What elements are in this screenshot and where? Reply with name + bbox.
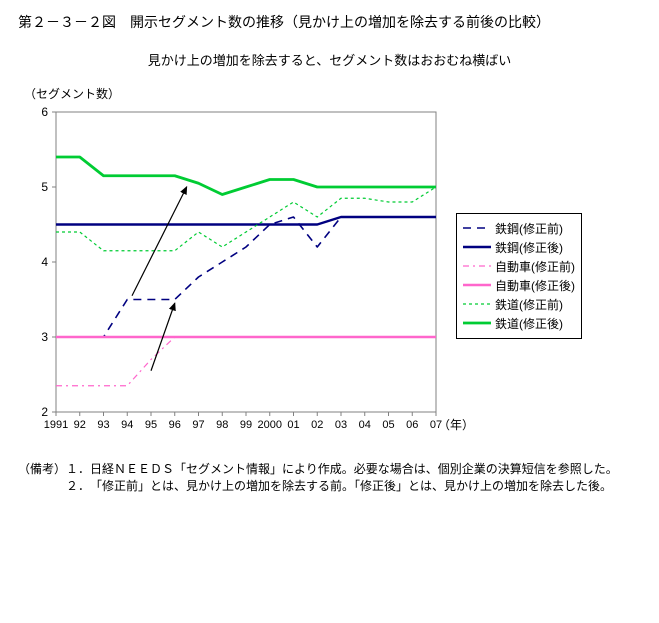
line-chart: 2 3 4 5 6 1991 92 93 94 95 96 97 98 99 2000 01 02 03 04 05 0…	[18, 104, 448, 444]
figure-subtitle: 見かけ上の増加を除去すると、セグメント数はおおむね横ばい	[18, 50, 641, 69]
svg-text:1991: 1991	[44, 419, 68, 431]
svg-text:4: 4	[41, 255, 48, 269]
legend-label: 自動車(修正前)	[495, 258, 575, 275]
legend-item: 鉄道(修正前)	[463, 296, 575, 313]
legend-label: 鉄道(修正前)	[495, 296, 563, 313]
legend-item: 鉄道(修正後)	[463, 315, 575, 332]
svg-text:93: 93	[97, 419, 109, 431]
legend: 鉄鋼(修正前) 鉄鋼(修正後) 自動車(修正前) 自動車(修正後) 鉄道(修正前) 鉄道(…	[456, 213, 582, 339]
legend-item: 自動車(修正後)	[463, 277, 575, 294]
legend-item: 鉄鋼(修正後)	[463, 239, 575, 256]
legend-label: 自動車(修正後)	[495, 277, 575, 294]
x-axis-unit: （年）	[438, 416, 474, 433]
figure-title: 第２－３－２図 開示セグメント数の推移（見かけ上の増加を除去する前後の比較）	[18, 12, 641, 32]
footnote-1-num: １．	[66, 461, 90, 478]
svg-text:99: 99	[240, 419, 252, 431]
svg-text:97: 97	[192, 419, 204, 431]
footnote-1: 日経ＮＥＥＤＳ「セグメント情報」により作成。必要な場合は、個別企業の決算短信を参…	[90, 461, 641, 478]
footnote-2-num: ２．	[66, 478, 90, 495]
svg-text:03: 03	[335, 419, 347, 431]
svg-text:3: 3	[41, 330, 48, 344]
svg-text:02: 02	[311, 419, 323, 431]
svg-text:04: 04	[359, 419, 371, 431]
svg-text:94: 94	[121, 419, 133, 431]
svg-text:96: 96	[169, 419, 181, 431]
svg-text:5: 5	[41, 180, 48, 194]
legend-item: 鉄鋼(修正前)	[463, 220, 575, 237]
footnote-lead: （備考）	[18, 461, 66, 478]
svg-text:6: 6	[41, 105, 48, 119]
legend-label: 鉄鋼(修正後)	[495, 239, 563, 256]
svg-text:06: 06	[406, 419, 418, 431]
svg-text:05: 05	[382, 419, 394, 431]
legend-item: 自動車(修正前)	[463, 258, 575, 275]
legend-label: 鉄道(修正後)	[495, 315, 563, 332]
y-axis-label: （セグメント数）	[24, 85, 641, 102]
svg-text:95: 95	[145, 419, 157, 431]
svg-text:01: 01	[287, 419, 299, 431]
footnotes: （備考） １． 日経ＮＥＥＤＳ「セグメント情報」により作成。必要な場合は、個別企…	[18, 461, 641, 496]
svg-text:98: 98	[216, 419, 228, 431]
svg-text:2: 2	[41, 405, 48, 419]
footnote-2: 「修正前」とは、見かけ上の増加を除去する前。「修正後」とは、見かけ上の増加を除去…	[90, 478, 641, 495]
svg-text:92: 92	[74, 419, 86, 431]
svg-text:2000: 2000	[258, 419, 282, 431]
legend-label: 鉄鋼(修正前)	[495, 220, 563, 237]
chart-area: 2 3 4 5 6 1991 92 93 94 95 96 97 98 99 2000 01 02 03 04 05 0…	[18, 104, 448, 447]
